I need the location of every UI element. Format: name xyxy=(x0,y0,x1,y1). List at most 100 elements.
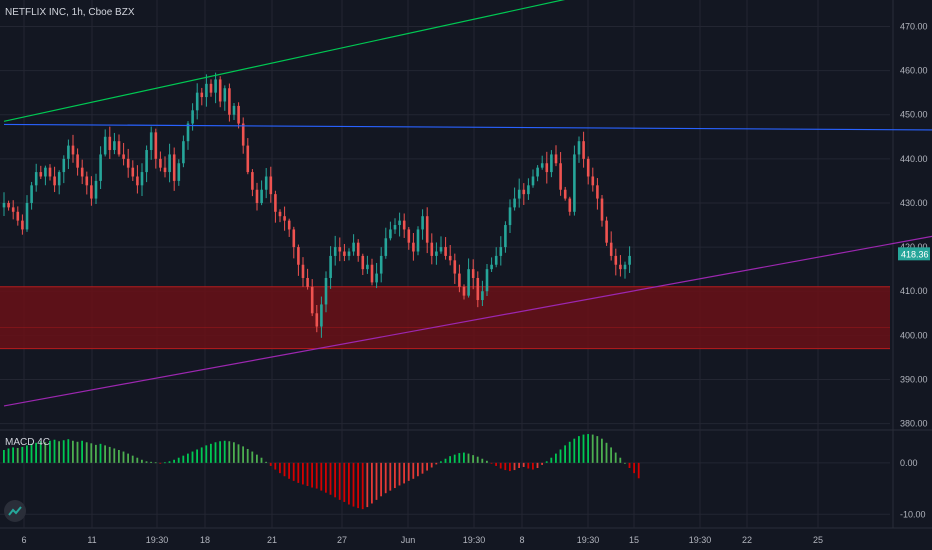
y-tick-label: 440.00 xyxy=(900,154,928,164)
macd-bar xyxy=(187,453,189,463)
macd-bar xyxy=(394,462,396,489)
macd-bar xyxy=(490,462,493,464)
x-tick-label: 6 xyxy=(21,535,26,545)
macd-bar xyxy=(7,448,10,463)
candle-body xyxy=(159,158,162,168)
macd-bar xyxy=(357,462,359,509)
time-axis: 6 11 19:30 18 21 27 Jun 19:30 8 19:30 15 19:30 22 25 xyxy=(21,535,823,545)
macd-bar xyxy=(228,441,231,463)
candle-body xyxy=(522,189,526,195)
macd-y-tick-label: -10.00 xyxy=(900,509,926,519)
macd-bar xyxy=(610,447,612,463)
candle-body xyxy=(398,220,401,226)
macd-bar xyxy=(315,462,318,489)
candle-body xyxy=(255,189,259,203)
candle-body xyxy=(34,172,38,186)
tradingview-logo-icon[interactable] xyxy=(4,500,26,522)
candle-body xyxy=(30,185,33,203)
candle-body xyxy=(195,92,199,111)
candle-body xyxy=(591,176,595,186)
macd-bar xyxy=(136,457,139,463)
candle-body xyxy=(379,255,383,274)
x-tick-label: 8 xyxy=(519,535,524,545)
y-tick-label: 470.00 xyxy=(900,21,928,31)
candle-body xyxy=(329,255,332,278)
candle-body xyxy=(237,105,240,124)
candle-body xyxy=(122,154,125,159)
logo-mark xyxy=(8,506,22,516)
candle-body xyxy=(586,158,590,177)
macd-bar xyxy=(504,462,507,471)
macd-bar xyxy=(559,449,562,463)
candle-body xyxy=(48,167,52,177)
macd-bar xyxy=(384,462,387,494)
macd-bar xyxy=(58,441,60,463)
candle-body xyxy=(145,150,148,173)
macd-bar xyxy=(412,462,415,479)
candle-body xyxy=(53,176,56,186)
candle-body xyxy=(347,251,351,256)
macd-bar xyxy=(453,454,456,463)
macd-bar xyxy=(467,453,470,463)
candle-body xyxy=(241,123,245,146)
last-price-label: 418.36 xyxy=(901,249,929,259)
macd-bar xyxy=(325,462,327,493)
macd-bar xyxy=(545,461,548,463)
macd-bar xyxy=(472,455,474,463)
candle-body xyxy=(504,225,507,248)
candle-body xyxy=(117,141,121,155)
candle-body xyxy=(490,264,493,270)
macd-bar xyxy=(26,445,28,463)
candle-body xyxy=(550,154,553,173)
candle-body xyxy=(315,313,319,327)
macd-bar xyxy=(219,441,221,463)
candle-body xyxy=(283,216,286,221)
candle-body xyxy=(545,163,549,173)
macd-bar xyxy=(205,445,208,463)
y-tick-label: 410.00 xyxy=(900,286,928,296)
macd-bar xyxy=(159,462,162,464)
macd-bar xyxy=(582,434,585,463)
macd-bar xyxy=(260,457,263,463)
candle-body xyxy=(113,141,116,151)
macd-bar xyxy=(251,451,254,463)
macd-bar xyxy=(513,462,516,471)
candle-body xyxy=(531,176,535,186)
candle-body xyxy=(103,136,107,155)
macd-bar xyxy=(145,461,148,463)
candle-body xyxy=(278,211,282,217)
macd-bar xyxy=(279,462,281,474)
x-tick-label: 19:30 xyxy=(577,535,600,545)
macd-bar xyxy=(591,434,594,463)
macd-bar xyxy=(223,440,226,463)
macd-bar xyxy=(481,458,484,463)
macd-bar xyxy=(53,439,56,463)
macd-bar xyxy=(3,450,5,463)
macd-bar xyxy=(389,462,392,491)
macd-bar xyxy=(614,452,617,463)
macd-bar xyxy=(99,443,102,463)
candle-body xyxy=(559,163,562,190)
candle-body xyxy=(448,255,452,261)
x-tick-label: 22 xyxy=(742,535,752,545)
candle-body xyxy=(246,145,250,173)
macd-bar xyxy=(150,461,152,463)
macd-bar xyxy=(398,462,401,486)
macd-bar xyxy=(274,462,277,470)
candle-body xyxy=(200,92,204,98)
macd-bar xyxy=(62,440,65,463)
macd-bar xyxy=(191,451,194,463)
x-tick-label: 15 xyxy=(629,535,639,545)
candle-body xyxy=(214,79,217,93)
x-tick-label: Jun xyxy=(401,535,416,545)
candle-body xyxy=(292,229,296,248)
candle-body xyxy=(582,141,585,159)
candle-body xyxy=(619,264,622,270)
y-tick-label: 460.00 xyxy=(900,66,928,76)
macd-bar xyxy=(375,462,378,500)
candle-body xyxy=(609,242,613,256)
candle-body xyxy=(126,158,130,168)
candle-body xyxy=(513,198,516,208)
x-tick-label: 19:30 xyxy=(689,535,712,545)
